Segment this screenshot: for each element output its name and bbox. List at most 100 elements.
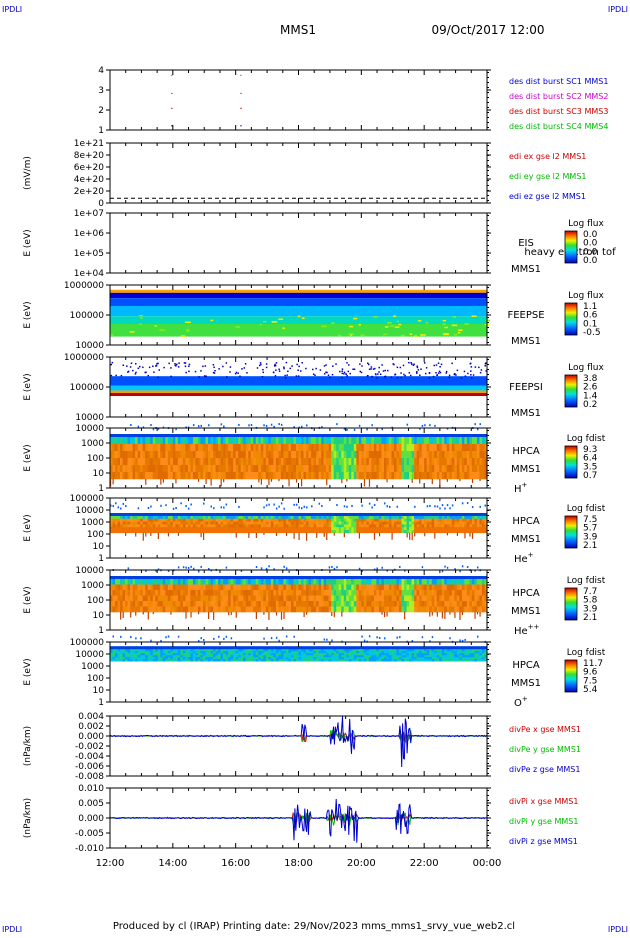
spectrogram-cell xyxy=(336,451,339,458)
spectrogram-cell xyxy=(115,472,118,479)
spectrogram-speck xyxy=(180,502,182,504)
spectrogram-cell xyxy=(211,437,214,444)
spectrogram-speck xyxy=(484,365,486,367)
spectrogram-cell xyxy=(469,585,472,591)
spectrogram-cell xyxy=(258,596,261,602)
spectrogram-cell xyxy=(386,590,389,596)
spectrogram-cell xyxy=(482,465,485,472)
spectrogram-cell xyxy=(246,649,249,651)
y-tick-label: 1e+05 xyxy=(74,249,104,259)
colorbar xyxy=(565,588,577,620)
spectrogram-cell xyxy=(168,527,171,530)
spectrogram-speck xyxy=(157,377,159,379)
spectrogram-speck xyxy=(443,320,446,322)
spectrogram-cell xyxy=(422,524,425,527)
spectrogram-cell xyxy=(190,579,193,585)
spectrogram-cell xyxy=(180,444,183,451)
spectrogram-cell xyxy=(437,607,440,613)
spectrogram-cell xyxy=(231,516,234,519)
spectrogram-cell xyxy=(206,590,209,596)
spectrogram-cell xyxy=(246,657,249,659)
spectrogram-cell xyxy=(188,576,191,579)
spectrogram-cell xyxy=(326,596,329,602)
spectrogram-cell xyxy=(432,576,435,579)
colorbar xyxy=(565,375,577,407)
spectrogram-cell xyxy=(251,465,254,472)
spectrogram-cell xyxy=(389,458,392,465)
spectrogram-cell xyxy=(452,590,455,596)
spectrogram-cell xyxy=(115,516,118,519)
spectrogram-cell xyxy=(158,522,161,525)
spectrogram-cell xyxy=(326,601,329,607)
spectrogram-cell xyxy=(379,434,382,437)
spectrogram-speck xyxy=(221,479,222,486)
spectrogram-cell xyxy=(296,451,299,458)
spectrogram-cell xyxy=(268,519,271,522)
spectrogram-cell xyxy=(459,527,462,530)
spectrogram-cell xyxy=(359,465,362,472)
spectrogram-cell xyxy=(133,579,136,585)
spectrogram-cell xyxy=(216,651,219,653)
spectrogram-cell xyxy=(221,451,224,458)
spectrogram-cell xyxy=(256,607,259,613)
spectrogram-cell xyxy=(228,444,231,451)
spectrogram-cell xyxy=(366,458,369,465)
spectrogram-cell xyxy=(216,458,219,465)
spectrogram-speck xyxy=(331,566,333,568)
spectrogram-cell xyxy=(389,579,392,585)
spectrogram-cell xyxy=(190,655,193,657)
spectrogram-speck xyxy=(238,506,240,508)
spectrogram-cell xyxy=(128,451,131,458)
spectrogram-cell xyxy=(349,590,352,596)
spectrogram-cell xyxy=(180,590,183,596)
spectrogram-cell xyxy=(326,607,329,613)
spectrogram-cell xyxy=(248,530,251,533)
spectrogram-cell xyxy=(180,601,183,607)
spectrogram-cell xyxy=(268,524,271,527)
spectrogram-cell xyxy=(190,590,193,596)
spectrogram-cell xyxy=(319,522,322,525)
spectrogram-cell xyxy=(429,601,432,607)
spectrogram-cell xyxy=(314,607,317,613)
spectrogram-cell xyxy=(130,601,133,607)
spectrogram-cell xyxy=(170,530,173,533)
spectrogram-cell xyxy=(464,522,467,525)
spectrogram-cell xyxy=(374,516,377,519)
spectrogram-cell xyxy=(469,516,472,519)
spectrogram-cell xyxy=(329,458,332,465)
spectrogram-cell xyxy=(331,579,334,585)
spectrogram-cell xyxy=(402,576,405,579)
spectrogram-cell xyxy=(354,596,357,602)
spectrogram-cell xyxy=(412,601,415,607)
spectrogram-cell xyxy=(314,530,317,533)
spectrogram-speck xyxy=(205,365,207,367)
spectrogram-cell xyxy=(319,458,322,465)
spectrogram-cell xyxy=(226,527,229,530)
spectrogram-cell xyxy=(160,444,163,451)
spectrogram-cell xyxy=(120,607,123,613)
spectrogram-cell xyxy=(216,465,219,472)
spectrogram-cell xyxy=(273,596,276,602)
spectrogram-cell xyxy=(288,519,291,522)
spectrogram-cell xyxy=(336,458,339,465)
spectrogram-speck xyxy=(185,567,187,569)
spectrogram-cell xyxy=(346,444,349,451)
spectrogram-cell xyxy=(278,458,281,465)
spectrogram-cell xyxy=(439,519,442,522)
spectrogram-cell xyxy=(218,522,221,525)
spectrogram-cell xyxy=(288,657,291,659)
spectrogram-cell xyxy=(271,530,274,533)
spectrogram-cell xyxy=(439,472,442,479)
spectrogram-cell xyxy=(183,659,186,661)
spectrogram-cell xyxy=(198,437,201,444)
spectrogram-cell xyxy=(407,522,410,525)
spectrogram-cell xyxy=(379,522,382,525)
spectrogram-cell xyxy=(369,434,372,437)
spectrogram-cell xyxy=(464,458,467,465)
spectrogram-cell xyxy=(190,458,193,465)
spectrogram-cell xyxy=(185,444,188,451)
spectrogram-speck xyxy=(125,533,126,536)
spectrogram-cell xyxy=(190,657,193,659)
spectrogram-cell xyxy=(226,655,229,657)
spectrogram-cell xyxy=(276,522,279,525)
